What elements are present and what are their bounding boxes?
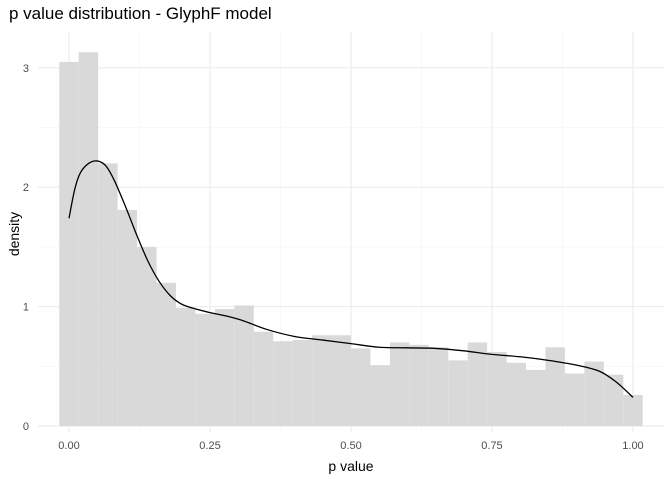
histogram-bar [273, 341, 293, 427]
x-axis-title: p value [328, 458, 373, 474]
histogram-bar [78, 52, 99, 427]
histogram-bar [487, 352, 507, 427]
histogram-bar [312, 335, 332, 427]
chart-title: p value distribution - GlyphF model [9, 4, 272, 23]
x-tick-label: 0.00 [58, 440, 79, 452]
x-tick-label: 0.25 [199, 440, 220, 452]
density-curve-layer [68, 160, 634, 398]
y-axis-ticks: 0 1 2 3 [23, 63, 29, 433]
histogram-bar [564, 373, 585, 427]
x-axis-ticks: 0.00 0.25 0.50 0.75 1.00 [58, 440, 643, 452]
y-axis-title: density [6, 212, 22, 256]
density-curve [68, 160, 634, 398]
histogram-bar [98, 163, 118, 427]
histogram-bar [351, 348, 371, 427]
histogram-bar [59, 61, 79, 427]
y-tick-label: 3 [23, 63, 29, 75]
histogram-bars [59, 52, 643, 427]
x-tick-label: 0.75 [481, 440, 502, 452]
histogram-bar [117, 209, 138, 427]
histogram-bar [137, 246, 157, 427]
histogram-bar [525, 369, 546, 427]
histogram-bar [584, 361, 604, 427]
histogram-bar [195, 313, 215, 427]
histogram-bar [409, 344, 429, 427]
histogram-bar [506, 362, 526, 427]
histogram-bar [214, 309, 235, 427]
histogram-bar [467, 342, 488, 427]
histogram-bar [448, 360, 468, 427]
histogram-bar [176, 307, 196, 427]
histogram-bar [428, 347, 449, 427]
histogram-bar [253, 331, 274, 427]
histogram-bar [370, 365, 390, 427]
histogram-bar [623, 394, 643, 427]
x-tick-label: 0.50 [340, 440, 361, 452]
histogram-bar [331, 335, 351, 427]
histogram-bar [292, 340, 313, 427]
histogram-bar [234, 305, 254, 427]
x-tick-label: 1.00 [622, 440, 643, 452]
histogram-bar [603, 374, 624, 427]
y-tick-label: 0 [23, 421, 29, 433]
y-tick-label: 1 [23, 302, 29, 314]
histogram-bar [156, 282, 177, 427]
histogram-bar [545, 347, 565, 427]
y-tick-label: 2 [23, 182, 29, 194]
histogram-bar [389, 342, 410, 427]
